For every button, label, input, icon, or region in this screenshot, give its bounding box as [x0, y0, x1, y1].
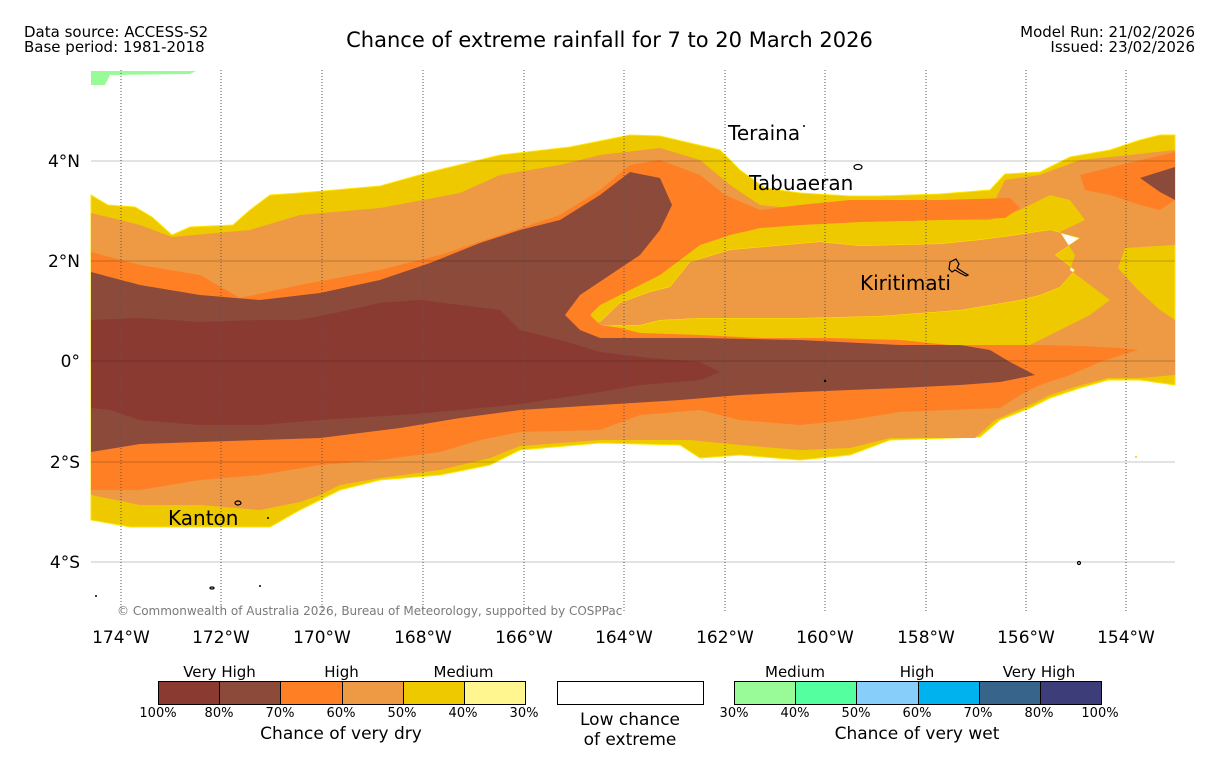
wet-swatch: [979, 682, 1041, 704]
dry-level-medium: Medium: [433, 663, 494, 681]
dry-swatch: [403, 682, 465, 704]
wet-colorbar: [734, 681, 1102, 705]
dry-swatch: [342, 682, 404, 704]
wet-swatch: [918, 682, 980, 704]
wet-tick: 50%: [841, 706, 871, 721]
tabuaeran-island: [853, 163, 863, 171]
dry-tick: 60%: [326, 706, 356, 721]
dry-tick: 30%: [509, 706, 539, 721]
low-chance-swatch: [557, 681, 704, 705]
parallels: [91, 160, 1175, 563]
meridians: [120, 70, 1127, 612]
dry-level-high: High: [324, 663, 359, 681]
wet-level-medium: Medium: [765, 663, 825, 681]
lon-label: 156°W: [997, 628, 1055, 648]
lon-label: 160°W: [796, 628, 854, 648]
dry-caption: Chance of very dry: [260, 724, 422, 744]
data-source-label: Data source: ACCESS-S2: [24, 23, 209, 41]
lon-label: 172°W: [192, 628, 250, 648]
latitude-labels: 4°N 2°N 0° 2°S 4°S: [48, 152, 80, 573]
wet-tick: 100%: [1081, 706, 1119, 721]
issued-label: Issued: 23/02/2026: [1050, 38, 1195, 56]
lat-label: 2°S: [50, 453, 80, 473]
dry-tick: 40%: [448, 706, 478, 721]
lat-label: 4°S: [50, 553, 80, 573]
wet-tick: 60%: [902, 706, 932, 721]
lon-label: 166°W: [495, 628, 553, 648]
lon-label: 162°W: [696, 628, 754, 648]
place-label-kanton: Kanton: [168, 506, 238, 530]
low-chance-line2: of extreme: [583, 730, 677, 750]
island-outlines: [209, 163, 1082, 590]
longitude-labels: 174°W 172°W 170°W 168°W 166°W 164°W 162°…: [92, 628, 1155, 648]
wet-caption: Chance of very wet: [834, 724, 1000, 744]
copyright-notice: © Commonwealth of Australia 2026, Bureau…: [117, 604, 622, 618]
dry-swatch: [281, 682, 343, 704]
lat-label: 2°N: [48, 252, 80, 272]
dry-tick: 100%: [139, 706, 177, 721]
wet-medium-region: [91, 71, 196, 85]
kanton-island: [234, 500, 242, 506]
wet-tick: 30%: [719, 706, 749, 721]
dry-swatch: [159, 682, 221, 704]
wet-level-very-high: Very High: [1002, 663, 1076, 681]
wet-swatch: [857, 682, 919, 704]
low-chance-caption: Low chance of extreme: [540, 710, 720, 750]
dry-colorbar: [158, 681, 526, 705]
wet-level-high: High: [899, 663, 935, 681]
lat-label: 0°: [61, 352, 80, 372]
kiritimati-island: [948, 258, 970, 277]
wet-tick: 40%: [780, 706, 810, 721]
dry-tick: 80%: [204, 706, 234, 721]
model-run-label: Model Run: 21/02/2026: [1020, 23, 1195, 41]
base-period-label: Base period: 1981-2018: [24, 38, 205, 56]
dry-tick: 50%: [387, 706, 417, 721]
lon-label: 170°W: [293, 628, 351, 648]
wet-tick: 80%: [1024, 706, 1054, 721]
lat-label: 4°N: [48, 152, 80, 172]
dry-swatch: [464, 682, 526, 704]
dry-swatch: [220, 682, 282, 704]
lon-label: 168°W: [394, 628, 452, 648]
dry-veryhigh-100-region: [91, 300, 720, 425]
wet-swatch: [796, 682, 858, 704]
lon-label: 154°W: [1097, 628, 1155, 648]
dry-high-70-region-east: [1080, 152, 1175, 210]
wet-tick: 70%: [963, 706, 993, 721]
dry-tick: 70%: [265, 706, 295, 721]
place-label-tabuaeran: Tabuaeran: [748, 171, 853, 195]
dry-veryhigh-80-region-east: [1140, 167, 1175, 200]
lon-label: 174°W: [92, 628, 150, 648]
lon-label: 158°W: [897, 628, 955, 648]
place-label-teraina: Teraina: [727, 121, 800, 145]
chart-title: Chance of extreme rainfall for 7 to 20 M…: [346, 28, 873, 52]
low-chance-line1: Low chance: [580, 710, 680, 730]
place-label-kiritimati: Kiritimati: [860, 271, 951, 295]
wet-swatch: [735, 682, 797, 704]
dry-level-very-high: Very High: [183, 663, 256, 681]
rainfall-map: Teraina Tabuaeran Kiritimati Kanton 4°N …: [48, 70, 1176, 648]
lon-label: 164°W: [595, 628, 653, 648]
wet-swatch: [1040, 682, 1102, 704]
